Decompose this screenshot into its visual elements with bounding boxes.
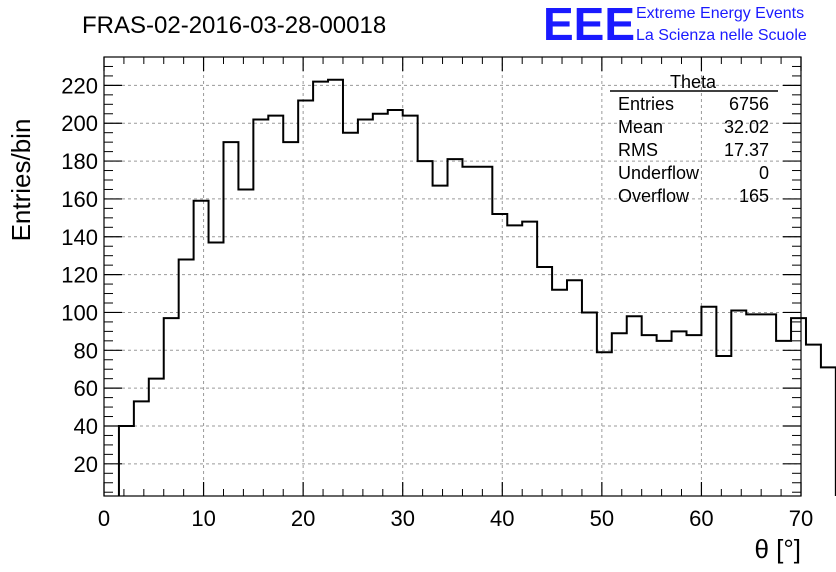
stats-value: 6756 <box>729 94 769 114</box>
histogram-bin <box>283 142 298 496</box>
stats-value: 165 <box>739 186 769 206</box>
histogram-bin <box>477 167 492 496</box>
logo-mark: EEE <box>543 0 635 50</box>
chart-title: FRAS-02-2016-03-28-00018 <box>82 12 386 39</box>
histogram-bin <box>567 280 582 496</box>
y-tick-label: 100 <box>61 300 98 325</box>
histogram-bin <box>119 426 134 496</box>
histogram-bin <box>268 116 283 496</box>
histogram-bin <box>194 201 209 496</box>
y-tick-label: 80 <box>74 338 98 363</box>
y-tick-label: 40 <box>74 414 98 439</box>
histogram-bin <box>612 333 627 496</box>
histogram-bin <box>582 312 597 496</box>
histogram-bin <box>433 186 448 496</box>
histogram-bin <box>776 341 791 496</box>
logo-line-2: La Scienza nelle Scuole <box>636 27 807 44</box>
stats-value: 32.02 <box>724 117 769 137</box>
histogram-bin <box>462 167 477 496</box>
x-tick-label: 0 <box>98 506 110 531</box>
stats-label: Underflow <box>618 163 700 183</box>
stats-value: 0 <box>759 163 769 183</box>
histogram-bin <box>343 133 358 496</box>
histogram-bin <box>701 307 716 496</box>
y-tick-label: 220 <box>61 73 98 98</box>
histogram-bin <box>791 318 806 496</box>
x-axis-title: θ [°] <box>754 534 801 564</box>
histogram-bin <box>223 142 238 496</box>
histogram-bin <box>448 159 463 496</box>
y-tick-label: 140 <box>61 225 98 250</box>
histogram-bin <box>403 116 418 496</box>
histogram-bin <box>686 335 701 496</box>
histogram-outline <box>117 78 836 496</box>
grid-lines <box>104 57 801 496</box>
x-tick-label: 40 <box>490 506 514 531</box>
y-tick-label: 180 <box>61 149 98 174</box>
y-tick-label: 160 <box>61 187 98 212</box>
histogram-bin <box>373 114 388 496</box>
plot-frame <box>103 56 802 497</box>
histogram-bin <box>358 119 373 496</box>
x-tick-label: 20 <box>291 506 315 531</box>
histogram-bin <box>418 161 433 496</box>
x-tick-label: 30 <box>390 506 414 531</box>
histogram-bin <box>164 318 179 496</box>
stats-label: Mean <box>618 117 663 137</box>
histogram-bin <box>328 80 343 496</box>
histogram-bin <box>507 225 522 496</box>
histogram-bin <box>731 311 746 496</box>
y-tick-label: 120 <box>61 263 98 288</box>
axis-ticks <box>103 57 802 496</box>
x-tick-label: 10 <box>191 506 215 531</box>
y-tick-label: 200 <box>61 111 98 136</box>
histogram-bin <box>716 356 731 496</box>
histogram-bin <box>298 101 313 496</box>
histogram-bin <box>313 82 328 496</box>
histogram-bin <box>761 314 776 496</box>
stats-label: RMS <box>618 140 658 160</box>
histogram-bin <box>627 316 642 496</box>
histogram-bin <box>522 222 537 496</box>
histogram-bin <box>597 352 612 496</box>
y-tick-label: 20 <box>74 452 98 477</box>
stats-name: Theta <box>670 72 717 92</box>
histogram-bin <box>821 367 836 496</box>
histogram-bin <box>149 379 164 496</box>
x-tick-label: 60 <box>689 506 713 531</box>
histogram-bin <box>253 119 268 496</box>
x-tick-labels: 0 10 20 30 40 50 60 70 <box>98 506 813 531</box>
histogram-bin <box>552 290 567 496</box>
histogram-bin <box>642 335 657 496</box>
histogram-bin <box>672 331 687 496</box>
logo-line-1: Extreme Energy Events <box>636 5 804 22</box>
histogram-bin <box>179 259 194 496</box>
stats-value: 17.37 <box>724 140 769 160</box>
y-tick-labels: 20 40 60 80 100 120 140 160 180 200 220 <box>61 73 98 476</box>
y-tick-label: 60 <box>74 376 98 401</box>
histogram-bin <box>238 189 253 496</box>
histogram-bin <box>492 214 507 496</box>
eee-logo: EEE Extreme Energy Events La Scienza nel… <box>543 0 807 50</box>
y-axis-title: Entries/bin <box>6 119 36 242</box>
histogram-bin <box>537 267 552 496</box>
histogram-bin <box>134 401 149 496</box>
stats-label: Overflow <box>618 186 690 206</box>
x-tick-label: 70 <box>789 506 813 531</box>
stats-box: Theta Entries 6756 Mean 32.02 RMS 17.37 Underf… <box>610 72 778 206</box>
histogram-bin <box>657 341 672 496</box>
stats-label: Entries <box>618 94 674 114</box>
histogram-bin <box>388 110 403 496</box>
histogram-bin <box>746 314 761 496</box>
histogram-bin <box>806 345 821 496</box>
x-tick-label: 50 <box>590 506 614 531</box>
histogram-bin <box>209 242 224 496</box>
